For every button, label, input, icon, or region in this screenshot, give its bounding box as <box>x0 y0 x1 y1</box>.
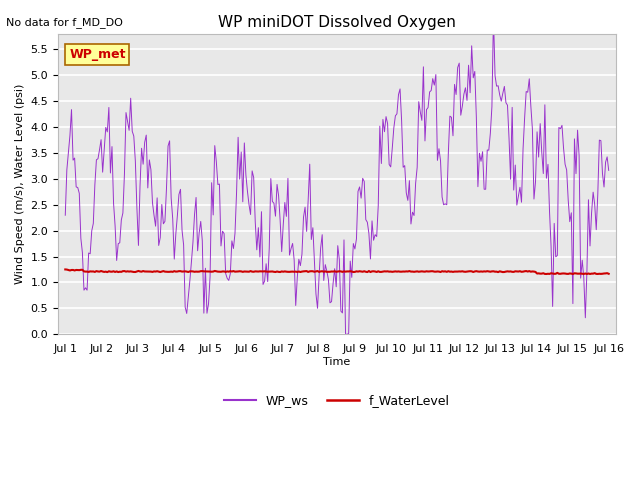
f_WaterLevel <box>351 269 359 275</box>
WP_ws <box>490 12 497 18</box>
WP_ws <box>605 168 612 173</box>
Text: No data for f_MD_DO: No data for f_MD_DO <box>6 17 124 28</box>
f_WaterLevel <box>583 271 591 277</box>
WP_ws <box>342 331 349 337</box>
Y-axis label: Wind Speed (m/s), Water Level (psi): Wind Speed (m/s), Water Level (psi) <box>15 84 25 284</box>
f_WaterLevel <box>569 271 577 277</box>
f_WaterLevel <box>312 268 320 274</box>
Legend: WP_ws, f_WaterLevel: WP_ws, f_WaterLevel <box>220 389 454 412</box>
WP_ws <box>584 197 592 203</box>
X-axis label: Time: Time <box>323 357 351 367</box>
f_WaterLevel <box>598 271 606 276</box>
Line: WP_ws: WP_ws <box>65 15 609 334</box>
Title: WP miniDOT Dissolved Oxygen: WP miniDOT Dissolved Oxygen <box>218 15 456 30</box>
Text: WP_met: WP_met <box>69 48 125 61</box>
WP_ws <box>206 274 214 279</box>
f_WaterLevel <box>382 269 390 275</box>
f_WaterLevel <box>61 266 69 272</box>
WP_ws <box>61 212 69 218</box>
Line: f_WaterLevel: f_WaterLevel <box>65 269 609 274</box>
f_WaterLevel <box>206 269 214 275</box>
WP_ws <box>312 291 320 297</box>
WP_ws <box>600 184 608 190</box>
f_WaterLevel <box>605 271 612 276</box>
WP_ws <box>384 121 392 127</box>
WP_ws <box>353 236 360 242</box>
